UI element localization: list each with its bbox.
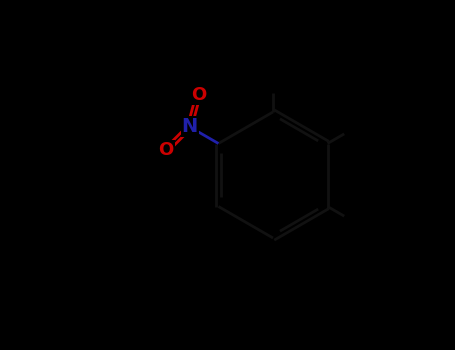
Text: O: O <box>191 86 206 104</box>
Text: N: N <box>182 117 198 136</box>
Text: O: O <box>158 141 174 159</box>
